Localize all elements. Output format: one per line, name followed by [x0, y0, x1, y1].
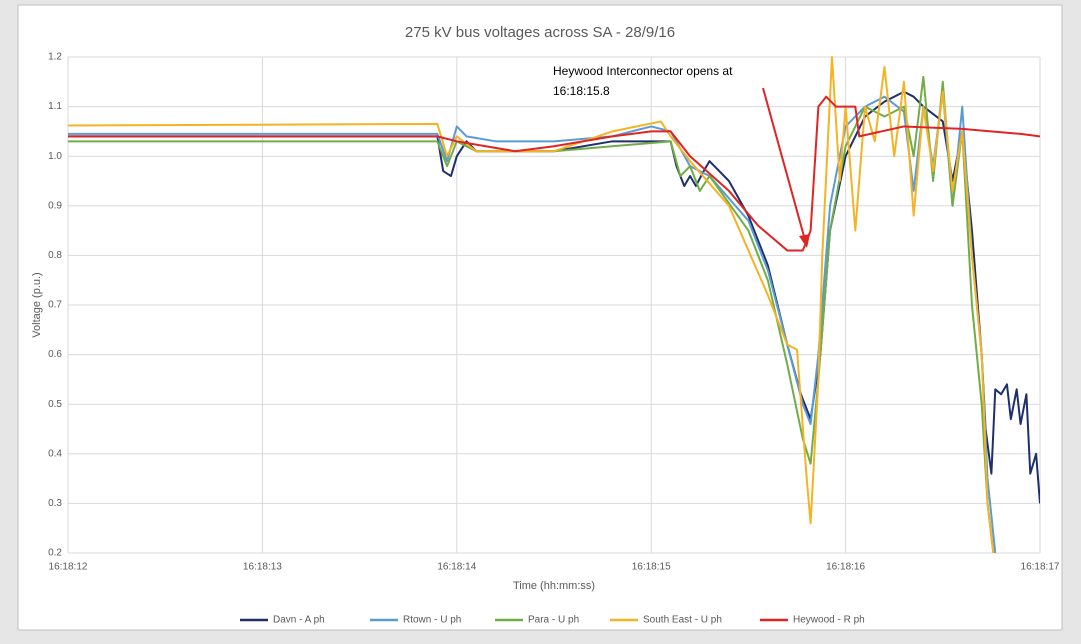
- plot: 0.2 0.3 0.4 0.5 0.6 0.7 0.8 0.9 1.0 1.1 1.2 16:18:1…: [48, 52, 1060, 573]
- x-tick-label: 16:18:17: [1021, 562, 1060, 573]
- legend-label: Heywood - R ph: [793, 615, 865, 626]
- y-tick-label: 0.9: [48, 200, 62, 211]
- x-tick-label: 16:18:15: [632, 562, 671, 573]
- y-tick-label: 1.0: [48, 151, 62, 162]
- annotation-line: 16:18:15.8: [553, 84, 610, 98]
- y-axis-label: Voltage (p.u.): [31, 272, 43, 337]
- series-line: [68, 95, 1040, 252]
- y-tick-label: 1.2: [48, 52, 62, 63]
- chart-title: 275 kV bus voltages across SA - 28/9/16: [405, 24, 675, 41]
- legend: Davn - A ph Rtown - U ph Para - U ph South …: [240, 615, 865, 626]
- chart-area: [17, 4, 1063, 631]
- x-tick-label: 16:18:12: [49, 562, 88, 573]
- x-tick-label: 16:18:14: [437, 562, 476, 573]
- series-line: [68, 56, 995, 553]
- y-tick-label: 0.4: [48, 448, 62, 459]
- y-tick-label: 0.5: [48, 399, 62, 410]
- legend-label: South East - U ph: [643, 615, 722, 626]
- y-tick-label: 1.1: [48, 101, 62, 112]
- x-tick-label: 16:18:13: [243, 562, 282, 573]
- x-axis-label: Time (hh:mm:ss): [513, 580, 595, 592]
- legend-label: Para - U ph: [528, 615, 579, 626]
- y-tick-label: 0.2: [48, 548, 62, 559]
- annotation-arrowhead: [799, 234, 810, 248]
- x-tick-label: 16:18:16: [826, 562, 865, 573]
- y-tick-label: 0.6: [48, 349, 62, 360]
- annotation-line: Heywood Interconnector opens at: [553, 64, 733, 78]
- legend-label: Davn - A ph: [273, 615, 325, 626]
- y-tick-label: 0.7: [48, 300, 62, 311]
- y-tick-label: 0.8: [48, 250, 62, 261]
- y-tick-label: 0.3: [48, 498, 62, 509]
- annotation-arrow: [762, 87, 806, 241]
- legend-label: Rtown - U ph: [403, 615, 461, 626]
